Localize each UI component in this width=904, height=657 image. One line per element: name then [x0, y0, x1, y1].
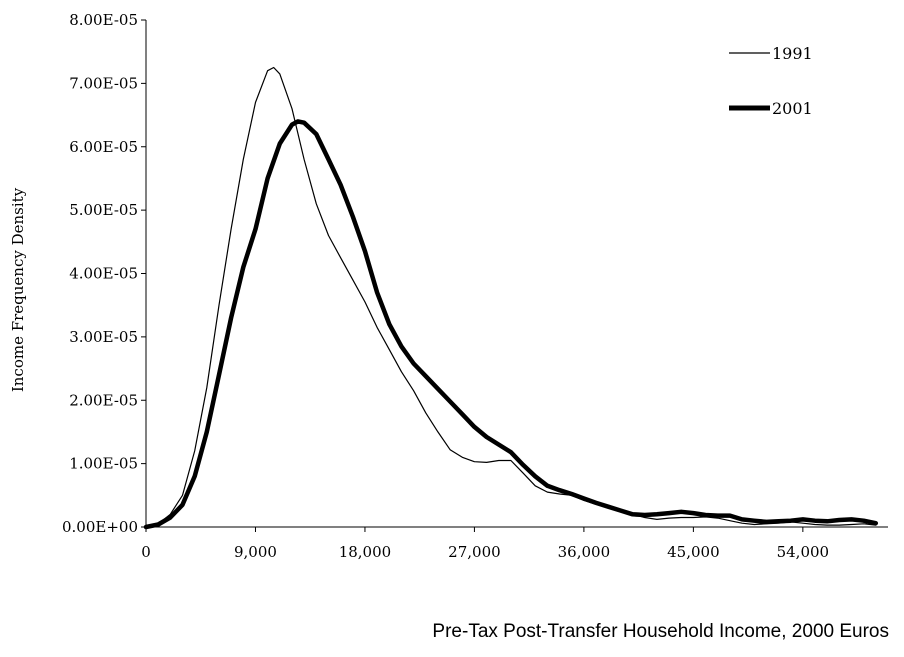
x-tick-label: 36,000	[558, 543, 611, 561]
series-line-2001	[143, 119, 879, 530]
y-axis-ticks: 0.00E+00 1.00E-05 2.00E-05 3.00E-05 4.00E-05…	[62, 11, 146, 536]
y-tick-label: 3.00E-05	[69, 328, 138, 346]
x-axis-ticks: 0 9,000 18,000 27,000 36,000 45,000 54,000	[141, 527, 829, 561]
y-axis-title: Income Frequency Density	[9, 187, 27, 392]
y-tick-label: 5.00E-05	[69, 201, 138, 219]
series-layer	[143, 66, 879, 530]
x-tick-label: 18,000	[339, 543, 392, 561]
y-tick-label: 0.00E+00	[62, 518, 138, 536]
y-tick-label: 7.00E-05	[69, 74, 138, 92]
x-axis-title: Pre-Tax Post-Transfer Household Income, …	[432, 621, 889, 642]
x-tick-label: 45,000	[667, 543, 720, 561]
y-tick-label: 4.00E-05	[69, 265, 138, 283]
x-tick-label: 54,000	[777, 543, 830, 561]
x-tick-label: 0	[141, 543, 151, 561]
y-tick-label: 8.00E-05	[69, 11, 138, 29]
x-tick-label: 27,000	[448, 543, 501, 561]
y-tick-label: 6.00E-05	[69, 138, 138, 156]
x-tick-label: 9,000	[234, 543, 277, 561]
y-tick-label: 1.00E-05	[69, 455, 138, 473]
legend: 1991 2001	[729, 44, 813, 118]
y-tick-label: 2.00E-05	[69, 391, 138, 409]
series-line-1991	[145, 66, 877, 528]
legend-label-1991: 1991	[772, 44, 813, 63]
legend-label-2001: 2001	[772, 99, 813, 118]
